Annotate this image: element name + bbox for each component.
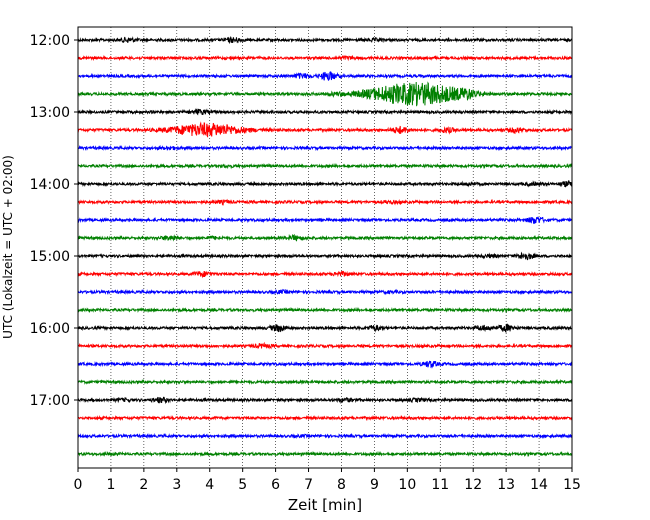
trace-1245 (77, 81, 573, 107)
trace-1430 (77, 216, 573, 224)
trace-1700 (77, 396, 573, 405)
trace-1500 (77, 251, 573, 261)
x-tick-label: 10 (398, 477, 416, 493)
y-tick-label: 16:00 (30, 321, 70, 337)
trace-1400 (77, 180, 573, 188)
x-tick-label: 0 (74, 477, 83, 493)
y-axis-ticks: 12:00 13:00 14:00 15:00 16:00 17:00 (30, 33, 78, 409)
x-axis-label: Zeit [min] (288, 496, 362, 514)
plot-frame (77, 26, 573, 469)
x-tick-label: 6 (271, 477, 280, 493)
trace-1730 (77, 432, 573, 440)
x-tick-label: 13 (497, 477, 515, 493)
x-tick-label: 14 (530, 477, 548, 493)
y-tick-label: 12:00 (30, 33, 70, 49)
y-axis-label: UTC (Lokalzeit = UTC + 02:00) (1, 155, 15, 339)
trace-1600 (77, 323, 573, 334)
y-tick-label: 17:00 (30, 393, 70, 409)
x-tick-label: 15 (563, 477, 581, 493)
x-tick-label: 12 (464, 477, 482, 493)
x-tick-label: 7 (304, 477, 313, 493)
x-tick-label: 1 (106, 477, 115, 493)
trace-1230 (77, 71, 573, 82)
trace-1545 (77, 306, 573, 314)
trace-1615 (77, 341, 573, 350)
trace-1345 (77, 162, 573, 170)
trace-1215 (77, 54, 573, 62)
trace-1515 (77, 270, 573, 279)
trace-1300 (77, 107, 573, 116)
trace-1645 (77, 378, 573, 386)
y-tick-label: 15:00 (30, 249, 70, 265)
trace-1745 (77, 450, 573, 458)
trace-1715 (77, 414, 573, 422)
y-tick-label: 13:00 (30, 105, 70, 121)
seismic-traces (77, 35, 573, 458)
trace-1200 (77, 35, 573, 45)
trace-1445 (77, 233, 573, 242)
trace-1415 (77, 198, 573, 206)
x-tick-label: 9 (370, 477, 379, 493)
x-axis-ticks: 0 1 2 3 4 5 6 7 8 9 10 11 12 13 14 15 (74, 468, 581, 493)
x-tick-label: 4 (205, 477, 214, 493)
x-tick-label: 11 (431, 477, 449, 493)
x-tick-label: 2 (139, 477, 148, 493)
x-tick-label: 5 (238, 477, 247, 493)
trace-1630 (77, 360, 573, 369)
y-tick-label: 14:00 (30, 177, 70, 193)
x-tick-label: 8 (337, 477, 346, 493)
x-tick-label: 3 (172, 477, 181, 493)
trace-1315 (77, 121, 573, 138)
trace-1330 (77, 144, 573, 152)
trace-1530 (77, 288, 573, 296)
